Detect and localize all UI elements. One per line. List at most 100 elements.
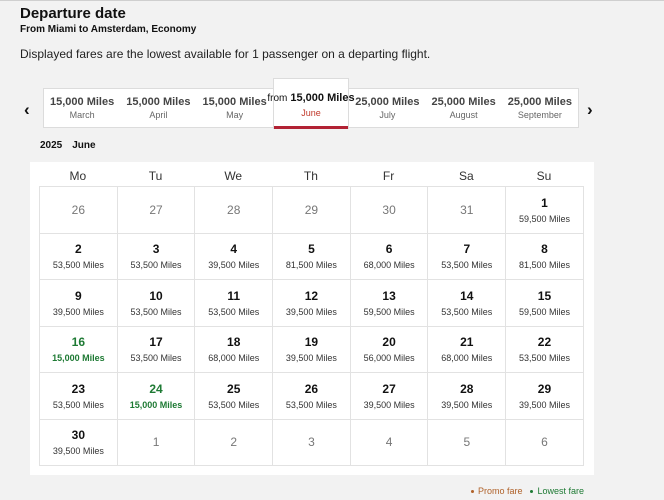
- calendar-day[interactable]: 24 15,000 Miles: [117, 373, 196, 420]
- day-number: 2: [230, 435, 238, 450]
- day-fare: 53,500 Miles: [441, 260, 493, 271]
- day-fare: 39,500 Miles: [518, 399, 570, 410]
- calendar-day[interactable]: 5 81,500 Miles: [273, 233, 351, 280]
- calendar-day[interactable]: 29 39,500 Miles: [506, 373, 584, 420]
- month-name: June: [301, 107, 321, 118]
- calendar-day[interactable]: 22 53,500 Miles: [506, 326, 584, 373]
- calendar-day[interactable]: 19 39,500 Miles: [273, 326, 351, 373]
- calendar-panel: Mo Tu We Th Fr Sa Su 26 27 28 29 30 31 1 59,500 Miles…: [30, 162, 594, 475]
- day-number: 4: [230, 242, 238, 257]
- day-fare: 53,500 Miles: [518, 353, 570, 364]
- month-name: September: [517, 110, 562, 120]
- month-label: June: [72, 140, 96, 151]
- lowest-dot-icon: [530, 490, 534, 494]
- calendar-day[interactable]: 17 53,500 Miles: [117, 326, 196, 373]
- day-fare: 56,000 Miles: [363, 353, 415, 364]
- day-fare: 39,500 Miles: [441, 399, 493, 410]
- calendar-day[interactable]: 3 53,500 Miles: [117, 233, 196, 280]
- month-tab-may[interactable]: 15,000 Miles May: [197, 89, 273, 127]
- month-tab-april[interactable]: 15,000 Miles April: [120, 89, 196, 127]
- top-divider: [0, 0, 664, 1]
- calendar-day[interactable]: 23 53,500 Miles: [40, 373, 118, 420]
- calendar-day[interactable]: 1 59,500 Miles: [506, 187, 584, 234]
- day-fare: 53,500 Miles: [130, 260, 182, 271]
- route-subtitle: From Miami to Amsterdam, Economy: [20, 24, 197, 35]
- day-fare: 39,500 Miles: [52, 306, 104, 317]
- page-title: Departure date: [20, 5, 126, 22]
- day-fare-lowest: 15,000 Miles: [129, 399, 183, 410]
- chevron-left-icon: ‹: [24, 100, 30, 119]
- day-number: 18: [227, 335, 241, 350]
- month-tab-march[interactable]: 15,000 Miles March: [44, 89, 120, 127]
- day-fare: 39,500 Miles: [363, 399, 415, 410]
- year-label: 2025: [40, 140, 63, 151]
- calendar-day[interactable]: 20 56,000 Miles: [350, 326, 429, 373]
- weekday-label: We: [224, 169, 243, 183]
- day-number: 12: [304, 288, 319, 303]
- selected-month-underline: [273, 126, 349, 129]
- month-tab-august[interactable]: 25,000 Miles August: [426, 89, 502, 127]
- next-month-button[interactable]: ›: [587, 101, 593, 118]
- calendar-day[interactable]: 8 81,500 Miles: [506, 233, 584, 280]
- calendar-day[interactable]: 6 68,000 Miles: [350, 233, 429, 280]
- day-number: 8: [541, 242, 548, 257]
- calendar-day[interactable]: 9 39,500 Miles: [40, 280, 118, 327]
- calendar-day[interactable]: 14 53,500 Miles: [428, 280, 507, 327]
- calendar-day[interactable]: 28 39,500 Miles: [428, 373, 507, 420]
- calendar-day[interactable]: 25 53,500 Miles: [195, 373, 274, 420]
- day-fare-lowest: 15,000 Miles: [52, 353, 105, 364]
- day-fare: 39,500 Miles: [52, 446, 104, 457]
- month-fare: 15,000 Miles: [290, 91, 355, 104]
- month-fare: 15,000 Miles: [50, 96, 115, 108]
- calendar-day[interactable]: 13 59,500 Miles: [350, 280, 429, 327]
- calendar-day[interactable]: 16 15,000 Miles: [40, 326, 118, 373]
- calendar-day[interactable]: 2 53,500 Miles: [40, 233, 118, 280]
- day-fare: 68,000 Miles: [363, 260, 415, 271]
- day-fare: 53,500 Miles: [208, 306, 260, 317]
- calendar-day[interactable]: 11 53,500 Miles: [195, 280, 274, 327]
- day-number: 21: [460, 335, 474, 350]
- calendar-day[interactable]: 27 39,500 Miles: [350, 373, 429, 420]
- day-fare: 59,500 Miles: [518, 213, 570, 224]
- day-number: 29: [537, 381, 552, 396]
- calendar-day-outside: 31: [428, 187, 507, 234]
- month-tab-july[interactable]: 25,000 Miles July: [349, 89, 425, 127]
- calendar-day-outside: 30: [350, 187, 429, 234]
- calendar-day[interactable]: 18 68,000 Miles: [195, 326, 274, 373]
- calendar-day[interactable]: 15 59,500 Miles: [506, 280, 584, 327]
- day-number: 9: [75, 288, 82, 303]
- calendar-day[interactable]: 30 39,500 Miles: [40, 419, 118, 466]
- day-number: 30: [382, 202, 396, 217]
- day-fare: 39,500 Miles: [208, 260, 260, 271]
- month-tab-june[interactable]: from 15,000 Miles June: [267, 78, 355, 129]
- day-fare: 53,500 Miles: [285, 399, 337, 410]
- month-name: March: [69, 110, 95, 120]
- calendar-day-outside: 26: [40, 187, 118, 234]
- legend-lowest: Lowest fare: [530, 486, 584, 496]
- calendar-day[interactable]: 21 68,000 Miles: [428, 326, 507, 373]
- calendar-day-outside: 3: [273, 419, 351, 466]
- day-number: 22: [537, 335, 552, 350]
- calendar-day-outside: 28: [195, 187, 274, 234]
- calendar-day[interactable]: 26 53,500 Miles: [273, 373, 351, 420]
- weekday-label: Th: [303, 169, 318, 183]
- calendar-day[interactable]: 4 39,500 Miles: [195, 233, 274, 280]
- day-number: 1: [152, 435, 160, 450]
- day-fare: 39,500 Miles: [285, 353, 337, 364]
- day-number: 29: [304, 202, 319, 217]
- day-number: 28: [227, 202, 241, 217]
- day-number: 23: [71, 381, 86, 396]
- month-fare-prefix: from: [267, 92, 288, 104]
- calendar-day-outside: 27: [117, 187, 196, 234]
- calendar-day[interactable]: 12 39,500 Miles: [273, 280, 351, 327]
- month-selector: 15,000 Miles March 15,000 Miles April 15,000…: [43, 78, 579, 129]
- day-number: 13: [382, 288, 396, 303]
- month-tab-september[interactable]: 25,000 Miles September: [502, 89, 578, 127]
- calendar-day-outside: 6: [506, 419, 584, 466]
- day-number: 28: [460, 381, 474, 396]
- day-number: 27: [382, 381, 396, 396]
- weekday-label: Fr: [382, 169, 395, 183]
- calendar-day[interactable]: 10 53,500 Miles: [117, 280, 196, 327]
- calendar-day[interactable]: 7 53,500 Miles: [428, 233, 507, 280]
- prev-month-button[interactable]: ‹: [24, 101, 30, 118]
